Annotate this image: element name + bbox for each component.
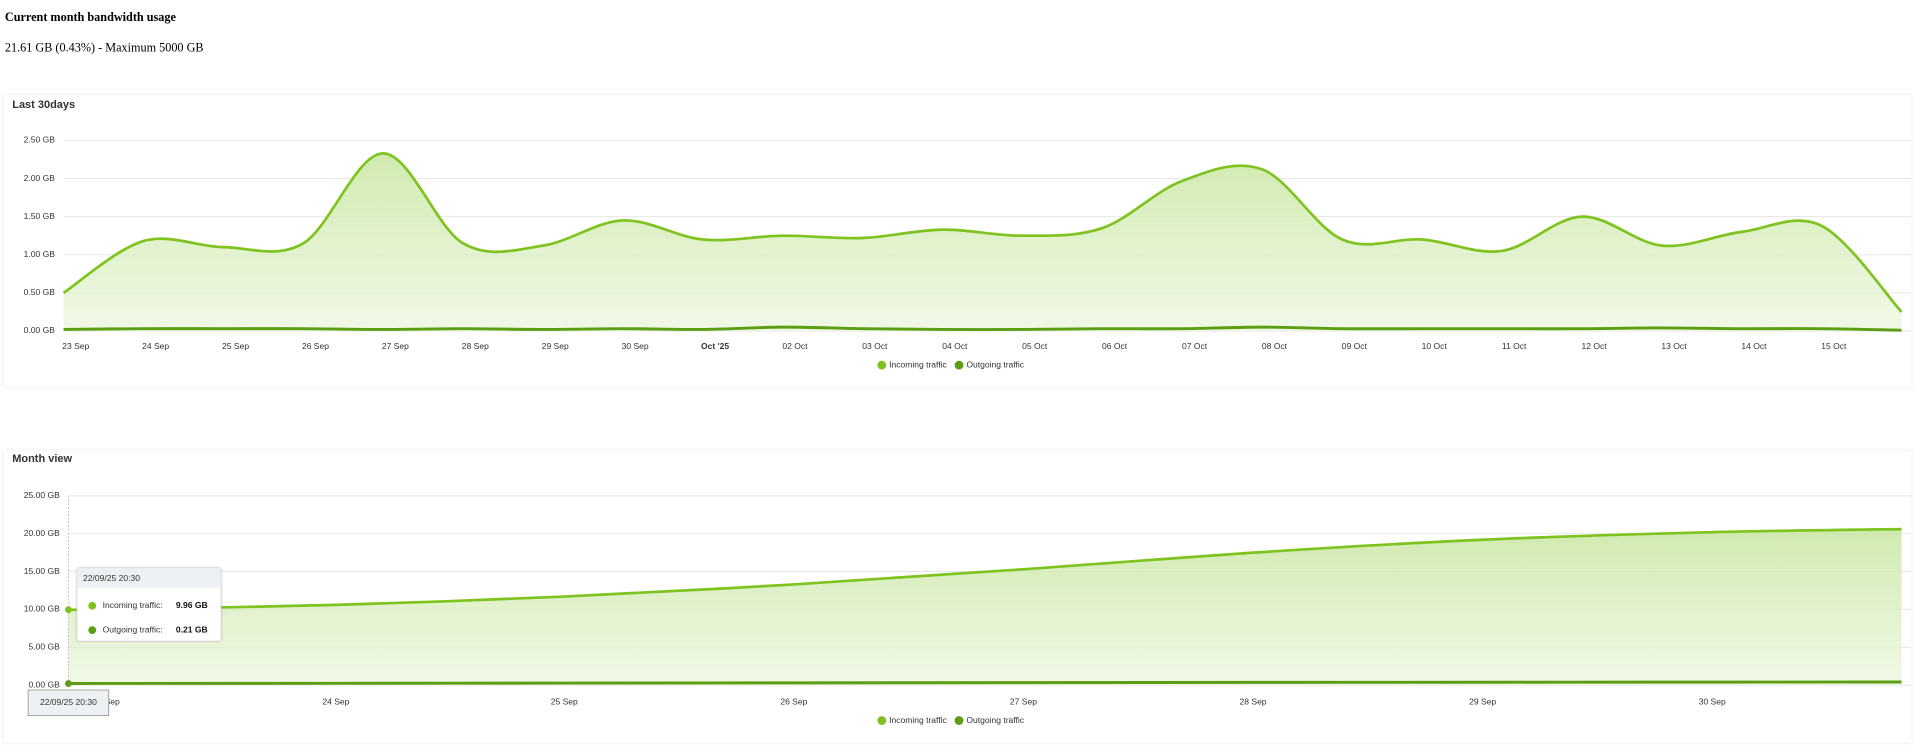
tooltip-header: [77, 568, 221, 588]
x-tick-label: 28 Sep: [1240, 696, 1267, 706]
crosshair-label-box: [27, 689, 110, 717]
y-tick-label: 0.00 GB: [24, 325, 56, 335]
tooltip-date: 22/09/25 20:30: [83, 573, 140, 583]
x-tick-label: 25 Sep: [551, 696, 578, 706]
x-tick-label: 05 Oct: [1022, 341, 1048, 351]
y-tick-label: 10.00 GB: [24, 604, 60, 614]
usage-summary: 21.61 GB (0.43%) - Maximum 5000 GB: [5, 41, 204, 55]
x-tick-label: 09 Oct: [1342, 341, 1368, 351]
x-tick-label: 02 Oct: [782, 341, 808, 351]
x-tick-label: 04 Oct: [942, 341, 968, 351]
tooltip-value: 0.21 GB: [176, 624, 208, 634]
crosshair-label: 22/09/25 20:30: [40, 697, 97, 707]
x-tick-label: 07 Oct: [1182, 341, 1208, 351]
x-tick-label: 06 Oct: [1102, 341, 1128, 351]
hover-point: [65, 606, 72, 614]
page-title: Current month bandwidth usage: [5, 10, 177, 24]
x-tick-label: 12 Oct: [1582, 341, 1608, 351]
x-tick-label: 13 Oct: [1661, 341, 1687, 351]
y-tick-label: 25.00 GB: [24, 490, 60, 500]
x-tick-label: 10 Oct: [1422, 341, 1448, 351]
legend-marker: [877, 716, 887, 725]
chart-title: Month view: [12, 453, 72, 465]
x-tick-label: 26 Sep: [302, 341, 329, 351]
y-tick-label: 5.00 GB: [29, 642, 61, 652]
x-tick-label: 15 Oct: [1821, 341, 1847, 351]
legend-label: Incoming traffic: [889, 359, 947, 369]
x-tick-label: 27 Sep: [1010, 696, 1037, 706]
legend-marker: [954, 716, 964, 725]
legend-label: Incoming traffic: [889, 715, 947, 725]
area-fill: [63, 153, 1902, 331]
x-tick-label: 27 Sep: [382, 341, 409, 351]
tooltip-marker: [88, 601, 97, 610]
y-tick-label: 15.00 GB: [24, 566, 60, 576]
x-tick-label: 08 Oct: [1262, 341, 1288, 351]
x-tick-label: 14 Oct: [1741, 341, 1767, 351]
series-line: [62, 152, 1903, 313]
y-tick-label: 1.50 GB: [24, 211, 56, 221]
tooltip-name: Outgoing traffic:: [103, 624, 163, 634]
y-tick-label: 1.00 GB: [24, 249, 56, 259]
y-tick-label: 2.00 GB: [24, 173, 56, 183]
tooltip-name: Incoming traffic:: [103, 600, 163, 610]
x-tick-label: 28 Sep: [462, 341, 489, 351]
x-tick-label: 03 Oct: [862, 341, 888, 351]
x-tick-label: 29 Sep: [1469, 696, 1496, 706]
area-fill: [68, 529, 1902, 686]
chart-title: Last 30days: [12, 99, 75, 111]
x-tick-label: 30 Sep: [1699, 696, 1726, 706]
x-tick-label: Oct '25: [701, 341, 729, 351]
legend-marker: [877, 360, 887, 370]
y-tick-label: 2.50 GB: [24, 135, 56, 145]
x-tick-label: 26 Sep: [780, 696, 807, 706]
x-tick-label: 24 Sep: [142, 341, 169, 351]
x-tick-label: 29 Sep: [542, 341, 569, 351]
y-tick-label: 20.00 GB: [24, 528, 60, 538]
y-tick-label: 0.50 GB: [24, 287, 56, 297]
legend-marker: [954, 360, 964, 370]
series-line: [68, 527, 1902, 612]
x-tick-label: 11 Oct: [1502, 341, 1527, 351]
tooltip-marker: [88, 626, 97, 635]
legend-label: Outgoing traffic: [966, 359, 1024, 369]
tooltip-value: 9.96 GB: [176, 600, 208, 610]
x-tick-label: 24 Sep: [322, 696, 349, 706]
x-tick-label: 30 Sep: [622, 341, 649, 351]
x-tick-label: 23 Sep: [62, 341, 89, 351]
x-tick-label: 25 Sep: [222, 341, 249, 351]
legend-label: Outgoing traffic: [966, 715, 1024, 725]
series-line: [68, 680, 1902, 686]
series-line: [63, 325, 1902, 332]
hover-point: [65, 680, 72, 687]
y-tick-label: 0.00 GB: [29, 679, 61, 689]
